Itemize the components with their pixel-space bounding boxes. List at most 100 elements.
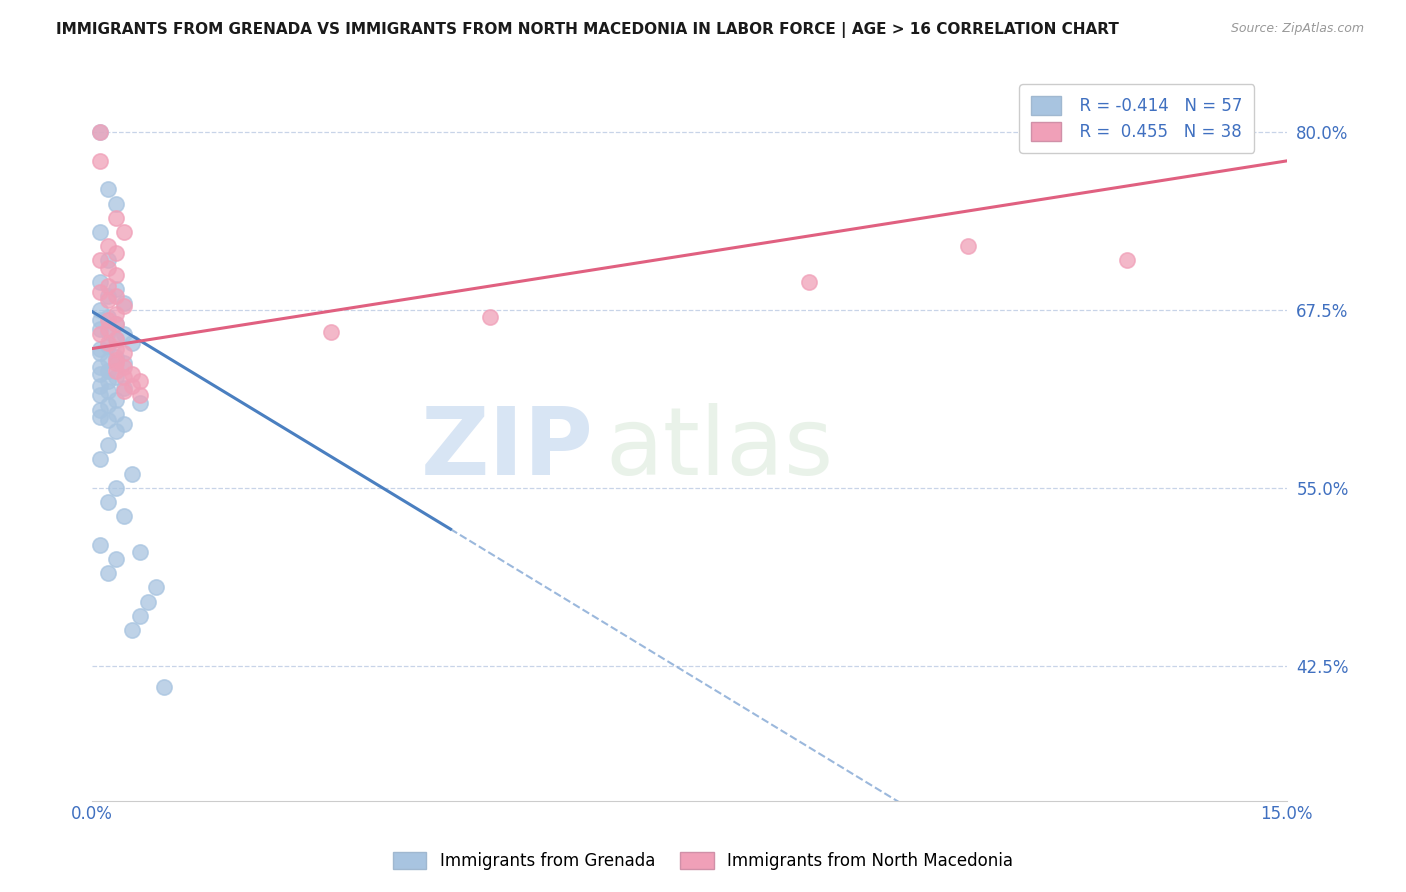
Point xyxy=(105,424,128,438)
Point xyxy=(89,342,111,356)
Point xyxy=(97,335,120,350)
Text: IMMIGRANTS FROM GRENADA VS IMMIGRANTS FROM NORTH MACEDONIA IN LABOR FORCE | AGE : IMMIGRANTS FROM GRENADA VS IMMIGRANTS FR… xyxy=(56,22,1119,38)
Point xyxy=(129,374,152,388)
Point xyxy=(121,378,143,392)
Point xyxy=(97,289,120,303)
Legend: Immigrants from Grenada, Immigrants from North Macedonia: Immigrants from Grenada, Immigrants from… xyxy=(387,845,1019,877)
Point xyxy=(129,388,152,402)
Point xyxy=(89,253,111,268)
Point xyxy=(112,296,135,310)
Point xyxy=(89,409,111,424)
Point xyxy=(97,182,120,196)
Point xyxy=(97,293,120,308)
Point xyxy=(97,438,120,452)
Point xyxy=(105,481,128,495)
Point xyxy=(97,495,120,509)
Point xyxy=(97,384,120,399)
Point xyxy=(112,359,135,374)
Point xyxy=(129,545,152,559)
Point xyxy=(89,346,111,360)
Point xyxy=(105,318,128,332)
Point xyxy=(89,402,111,417)
Point xyxy=(89,452,111,467)
Point xyxy=(957,239,980,253)
Point xyxy=(97,325,120,339)
Point xyxy=(97,239,120,253)
Point xyxy=(89,321,111,335)
Point xyxy=(112,356,135,370)
Point xyxy=(89,327,111,342)
Point xyxy=(112,381,135,395)
Point xyxy=(97,374,120,388)
Point xyxy=(105,246,128,260)
Point xyxy=(89,378,111,392)
Point xyxy=(105,211,128,225)
Point xyxy=(105,370,128,384)
Point xyxy=(105,289,128,303)
Point xyxy=(89,367,111,381)
Point xyxy=(112,346,135,360)
Point xyxy=(797,275,820,289)
Point xyxy=(479,310,502,325)
Point xyxy=(112,299,135,313)
Point xyxy=(112,417,135,431)
Point xyxy=(105,268,128,282)
Point xyxy=(112,327,135,342)
Point xyxy=(145,581,167,595)
Point xyxy=(97,279,120,293)
Point xyxy=(121,367,143,381)
Point xyxy=(1116,253,1139,268)
Point xyxy=(89,538,111,552)
Point xyxy=(89,126,111,140)
Point xyxy=(105,350,128,364)
Point xyxy=(105,392,128,407)
Point xyxy=(121,335,143,350)
Point xyxy=(105,353,128,368)
Point xyxy=(97,339,120,353)
Point xyxy=(105,552,128,566)
Point xyxy=(136,594,159,608)
Point xyxy=(89,313,111,327)
Point xyxy=(97,353,120,368)
Point xyxy=(105,407,128,421)
Point xyxy=(97,253,120,268)
Point xyxy=(105,364,128,378)
Point xyxy=(129,395,152,409)
Point xyxy=(112,370,135,384)
Point xyxy=(89,153,111,168)
Point xyxy=(112,225,135,239)
Text: ZIP: ZIP xyxy=(420,403,593,495)
Point xyxy=(105,196,128,211)
Point xyxy=(319,325,342,339)
Point xyxy=(89,303,111,318)
Point xyxy=(89,126,111,140)
Point xyxy=(89,225,111,239)
Point xyxy=(153,680,176,694)
Point xyxy=(89,388,111,402)
Point xyxy=(97,399,120,413)
Point xyxy=(97,260,120,275)
Point xyxy=(89,285,111,299)
Text: Source: ZipAtlas.com: Source: ZipAtlas.com xyxy=(1230,22,1364,36)
Point xyxy=(97,321,120,335)
Point xyxy=(97,364,120,378)
Point xyxy=(105,318,128,332)
Text: atlas: atlas xyxy=(606,403,834,495)
Point xyxy=(97,310,120,325)
Point xyxy=(121,623,143,637)
Point xyxy=(129,608,152,623)
Point xyxy=(105,332,128,346)
Point xyxy=(105,282,128,296)
Point xyxy=(105,356,128,370)
Legend:   R = -0.414   N = 57,   R =  0.455   N = 38: R = -0.414 N = 57, R = 0.455 N = 38 xyxy=(1019,84,1254,153)
Point xyxy=(97,412,120,426)
Point xyxy=(105,342,128,356)
Point xyxy=(105,308,128,322)
Point xyxy=(105,332,128,346)
Point xyxy=(97,566,120,581)
Point xyxy=(121,467,143,481)
Point xyxy=(89,359,111,374)
Point xyxy=(97,313,120,327)
Point xyxy=(112,384,135,399)
Point xyxy=(89,275,111,289)
